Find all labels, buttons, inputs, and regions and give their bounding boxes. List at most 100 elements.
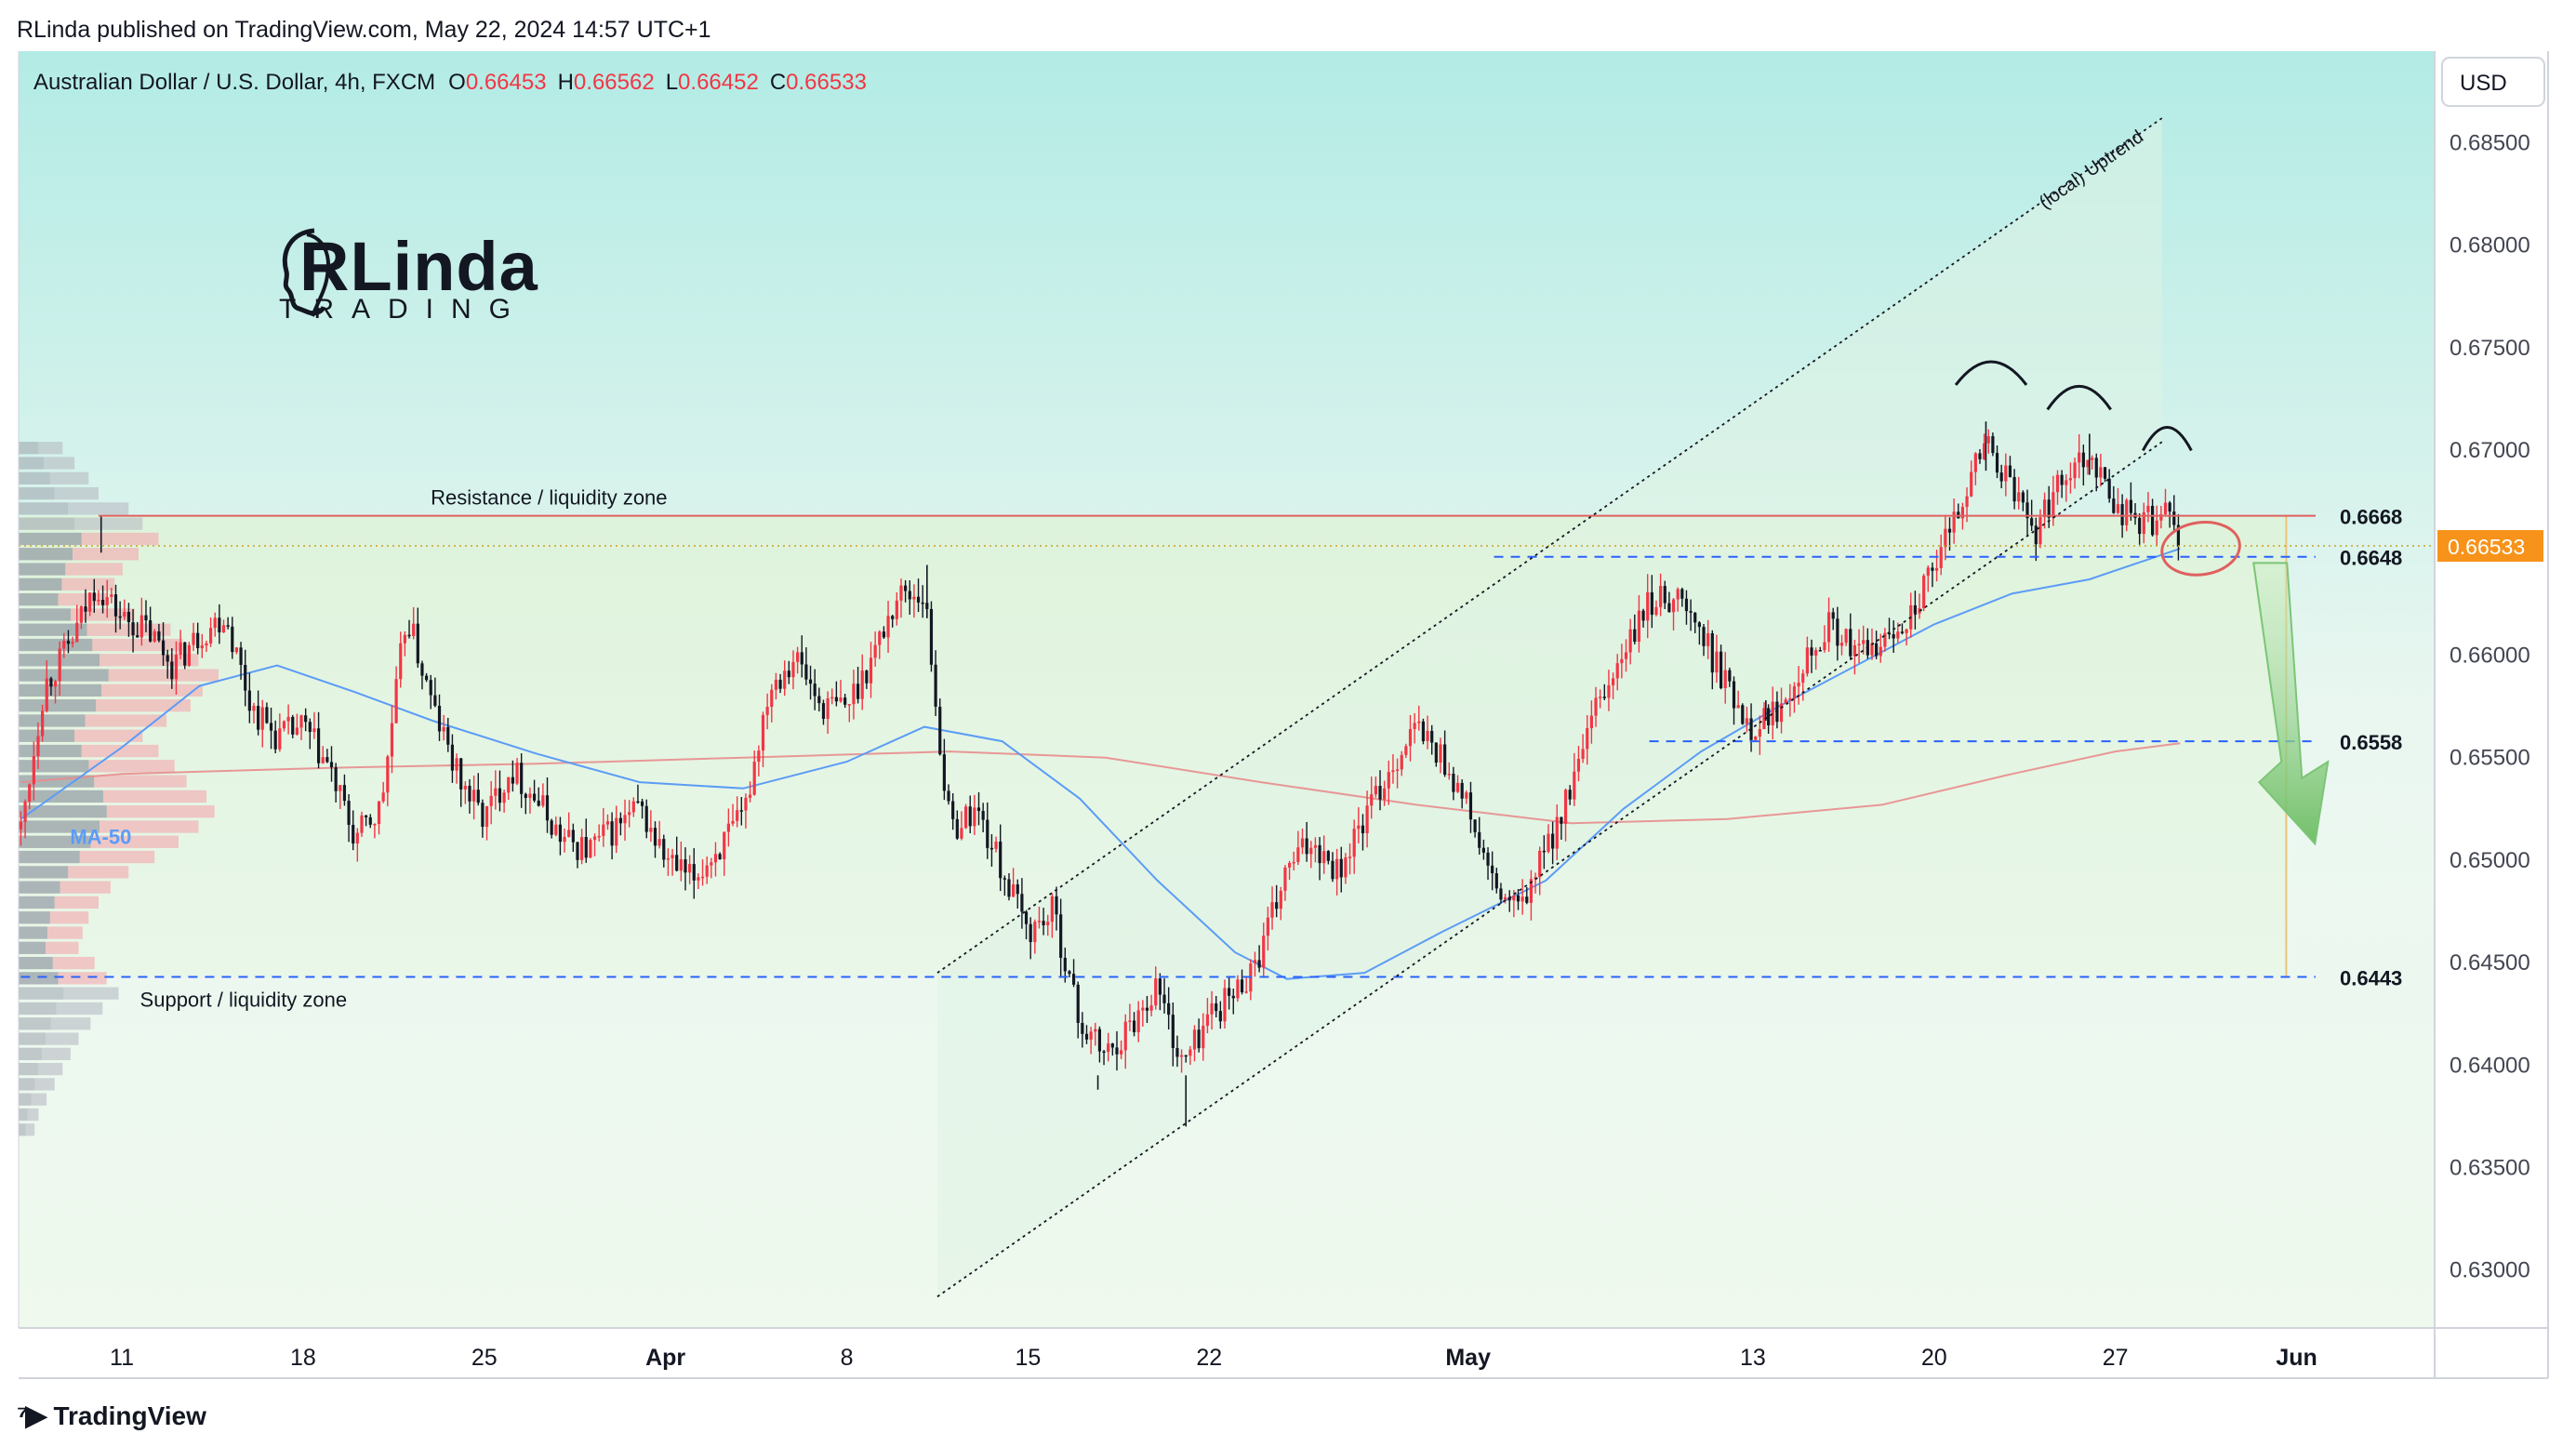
candle-body (66, 640, 71, 644)
candle-body (1024, 911, 1029, 924)
candle-body (1115, 1047, 1119, 1055)
candle-body (1016, 884, 1019, 895)
candle-body (1223, 988, 1227, 1022)
candle-body (1063, 957, 1067, 972)
candle-body (856, 684, 860, 699)
candle-body (2150, 505, 2155, 536)
candle-body (1046, 922, 1050, 926)
candle-body (2055, 474, 2060, 493)
time-axis[interactable]: 11 18 25 Apr 8 15 22 May 13 20 27 Jun (110, 1345, 2317, 1371)
volume-profile-bar-dark (19, 866, 69, 879)
candle-body (316, 728, 321, 763)
candle-body (1465, 792, 1468, 799)
price-tick-label: 0.64000 (2450, 1053, 2530, 1078)
candle-body (2155, 520, 2158, 536)
tradingview-brand[interactable]: ⁷▶ TradingView (17, 1400, 206, 1432)
candle-body (1870, 643, 1874, 656)
candle-body (468, 786, 471, 802)
candle-body (1970, 471, 1973, 497)
candle-body (1413, 723, 1416, 729)
candle-body (649, 828, 653, 832)
volume-profile-bar-light (73, 517, 143, 530)
candle-body (1599, 697, 1602, 698)
volume-profile-bar-light (85, 714, 167, 727)
candle-body (221, 625, 226, 633)
candle-body (481, 803, 485, 828)
volume-profile-bar-light (88, 760, 175, 773)
candle-body (321, 757, 325, 763)
candle-body (1706, 632, 1710, 646)
candle-body (1728, 670, 1732, 682)
candle-body (377, 801, 381, 824)
candle-body (53, 681, 58, 687)
volume-profile-bar-dark (19, 987, 64, 1000)
candle-body (705, 865, 709, 877)
candle-body (1236, 979, 1240, 999)
candle-body (455, 758, 458, 771)
candle-body (713, 854, 718, 863)
candle-body (1620, 658, 1624, 664)
legend-high-value: 0.66562 (574, 70, 655, 95)
tradingview-brand-label: TradingView (53, 1401, 206, 1430)
candle-body (2065, 480, 2068, 485)
candle-body (839, 697, 843, 702)
volume-profile-bar-light (73, 729, 143, 742)
volume-profile-bar-light (102, 790, 207, 803)
volume-profile-bar-dark (19, 972, 59, 985)
candle-body (2159, 514, 2163, 521)
candle-body (597, 835, 601, 838)
published-by-line: RLinda published on TradingView.com, May… (17, 17, 711, 43)
legend-line: Australian Dollar / U.S. Dollar, 4h, FXC… (33, 70, 867, 95)
candle-body (494, 788, 498, 796)
candle-body (692, 864, 696, 881)
candle-body (412, 623, 416, 636)
candle-body (429, 680, 432, 696)
volume-profile-bar-dark (19, 956, 53, 970)
candle-body (1443, 744, 1447, 776)
candles (19, 421, 2181, 1127)
candle-body (1162, 994, 1166, 1003)
tradingview-logo-icon: ⁷▶ (17, 1401, 47, 1431)
time-tick-label: 11 (110, 1345, 134, 1371)
candle-body (671, 855, 674, 858)
candle-body (1512, 895, 1516, 901)
candle-body (1646, 591, 1650, 621)
candle-body (1120, 1050, 1123, 1055)
candle-body (960, 828, 963, 839)
price-tick-label: 0.66000 (2450, 644, 2530, 669)
candle-body (62, 640, 66, 649)
volume-profile-bar-dark (19, 1108, 28, 1122)
candle-body (580, 837, 584, 860)
candle-body (1089, 1031, 1093, 1040)
candle-body (278, 728, 282, 750)
candle-body (394, 679, 398, 724)
candle-body (179, 642, 182, 656)
price-axis[interactable]: 0.68500 0.68000 0.67500 0.67000 0.66000 0.655… (2450, 131, 2530, 1283)
volume-profile-bar-dark (19, 442, 39, 455)
candle-body (265, 707, 269, 724)
candle-body (234, 647, 239, 653)
candle-body (1607, 684, 1611, 698)
volume-profile-bar-light (38, 442, 63, 455)
candle-body (49, 678, 53, 687)
candle-body (524, 793, 527, 799)
ma-50-line (20, 547, 2181, 980)
candle-body (1400, 754, 1403, 770)
candle-body (170, 661, 174, 680)
candle-body (1283, 867, 1287, 891)
candle-body (424, 675, 429, 681)
candle-body (1167, 1002, 1171, 1016)
legend-open-label: O (448, 70, 466, 95)
candle-body (2094, 458, 2098, 478)
candle-body (79, 605, 83, 623)
candle-body (963, 806, 968, 829)
candle-body (489, 795, 493, 806)
candle-body (2142, 511, 2145, 535)
candle-body (1650, 591, 1653, 616)
candle-body (1624, 652, 1628, 659)
candle-body (1244, 991, 1248, 993)
volume-profile-bar-light (31, 1093, 47, 1106)
candle-body (105, 596, 109, 605)
currency-button[interactable]: USD (2441, 57, 2545, 107)
